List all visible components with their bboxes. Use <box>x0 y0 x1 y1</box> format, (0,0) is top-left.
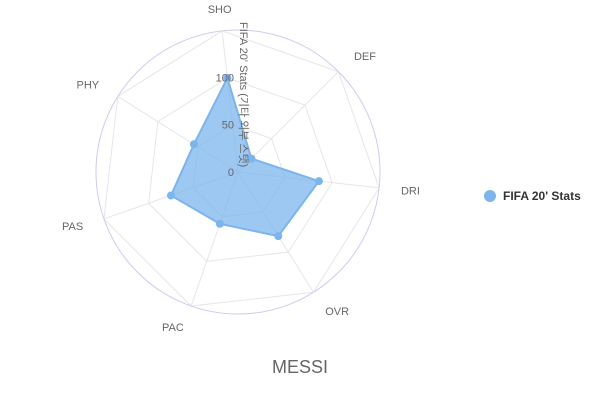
axis-spoke <box>237 71 339 173</box>
category-label: DRI <box>401 185 420 197</box>
grid-ring <box>103 30 380 307</box>
data-point[interactable] <box>274 232 283 241</box>
data-point[interactable] <box>215 219 224 228</box>
chart-title: MESSI <box>272 357 328 377</box>
data-point[interactable] <box>314 177 323 186</box>
data-point[interactable] <box>223 73 232 82</box>
radial-axis-title: FIFA 20' Stats (기타 외부 스탯) <box>237 22 250 167</box>
data-point[interactable] <box>247 154 256 163</box>
label-layer: DEF DRI OVR PAC PAS PHY SHO 0 50 100 <box>62 4 420 334</box>
tick-label: 0 <box>228 167 234 179</box>
category-label: PHY <box>77 80 100 92</box>
category-label: PAC <box>162 322 184 334</box>
data-point[interactable] <box>166 191 175 200</box>
category-label: PAS <box>62 221 83 233</box>
category-label: DEF <box>354 51 376 63</box>
category-label: SHO <box>208 4 232 16</box>
outer-ring <box>95 29 381 315</box>
legend[interactable]: FIFA 20' Stats <box>484 189 581 203</box>
data-point[interactable] <box>189 140 198 149</box>
series-area <box>169 75 321 238</box>
tick-label: 100 <box>216 72 234 84</box>
legend-label: FIFA 20' Stats <box>503 189 581 203</box>
category-label: OVR <box>325 306 349 318</box>
series-layer <box>166 73 323 241</box>
tick-label: 50 <box>222 120 234 132</box>
grid-ring <box>148 77 333 262</box>
legend-marker <box>484 190 496 202</box>
